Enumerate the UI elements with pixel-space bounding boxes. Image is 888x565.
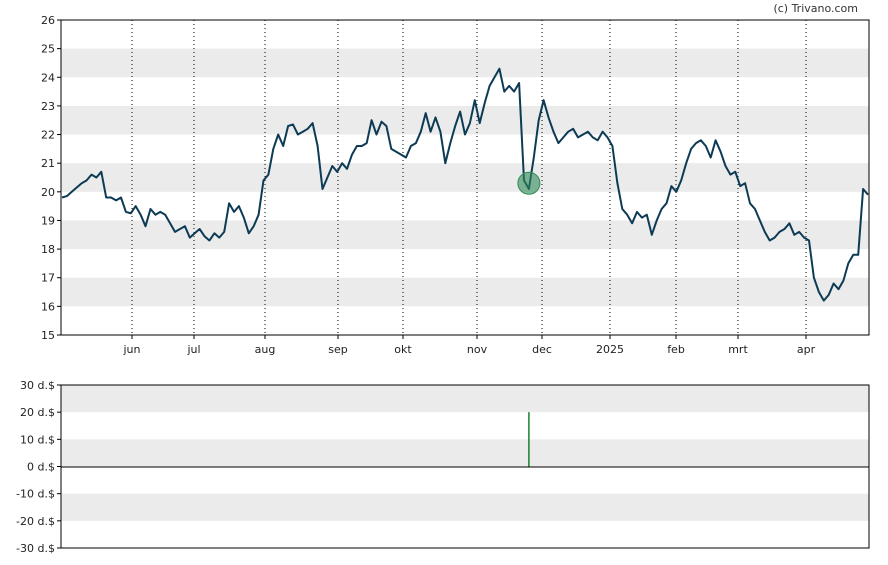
price-bands	[61, 48, 869, 307]
price-y-tick-label: 15	[41, 329, 55, 342]
price-y-tick-label: 16	[41, 300, 55, 313]
price-x-tick-label: nov	[467, 343, 488, 356]
price-x-tick-label: jun	[123, 343, 141, 356]
dividend-y-tick-label: -30 d.$	[16, 542, 55, 555]
price-y-tick-label: 22	[41, 129, 55, 142]
dividend-y-tick-label: -20 d.$	[16, 515, 55, 528]
price-panel-frame	[60, 19, 870, 336]
price-x-axis: jun jul aug sep okt nov dec 2025 feb mrt apr	[123, 335, 816, 356]
dividend-panel: 30 d.$ 20 d.$ 10 d.$ 0 d.$ -10 d.$ -20 d.$ -30…	[16, 379, 870, 555]
price-band	[61, 220, 869, 250]
price-x-tick-label: okt	[394, 343, 412, 356]
price-month-grid	[131, 20, 807, 335]
dividend-y-tick-label: 10 d.$	[20, 433, 55, 446]
dividend-band	[61, 493, 869, 521]
price-x-tick-label: 2025	[596, 343, 624, 356]
dividend-y-tick-label: 20 d.$	[20, 406, 55, 419]
dividend-bands	[61, 385, 869, 521]
price-y-tick-label: 18	[41, 243, 55, 256]
dividend-band	[61, 439, 869, 467]
event-marker	[517, 171, 541, 195]
price-series-line	[61, 67, 869, 302]
price-x-tick-label: aug	[255, 343, 276, 356]
price-panel: 15 16 17 18 19 20 21 22 23 24 25 26 jun jul aug sep okt…	[41, 14, 870, 356]
price-band	[61, 163, 869, 192]
price-y-tick-label: 23	[41, 100, 55, 113]
price-y-tick-label: 19	[41, 214, 55, 227]
price-y-tick-label: 21	[41, 157, 55, 170]
price-band	[61, 277, 869, 307]
dividend-y-tick-label: -10 d.$	[16, 488, 55, 501]
price-x-tick-label: sep	[328, 343, 347, 356]
price-y-tick-label: 24	[41, 71, 55, 84]
credit-text: (c) Trivano.com	[773, 2, 858, 15]
price-y-tick-label: 20	[41, 186, 55, 199]
price-x-tick-label: feb	[667, 343, 685, 356]
price-x-tick-label: apr	[797, 343, 816, 356]
dividend-y-tick-label: 30 d.$	[20, 379, 55, 392]
price-y-axis: 15 16 17 18 19 20 21 22 23 24 25 26	[41, 14, 61, 342]
price-band	[61, 48, 869, 78]
dividend-y-tick-label: 0 d.$	[27, 461, 55, 474]
dividend-y-axis: 30 d.$ 20 d.$ 10 d.$ 0 d.$ -10 d.$ -20 d.$ -30…	[16, 379, 61, 555]
price-y-tick-label: 26	[41, 14, 55, 27]
price-y-tick-label: 25	[41, 43, 55, 56]
price-x-tick-label: dec	[532, 343, 552, 356]
price-y-tick-label: 17	[41, 272, 55, 285]
price-x-tick-label: mrt	[728, 343, 748, 356]
price-x-tick-label: jul	[186, 343, 200, 356]
dividend-band	[61, 385, 869, 413]
